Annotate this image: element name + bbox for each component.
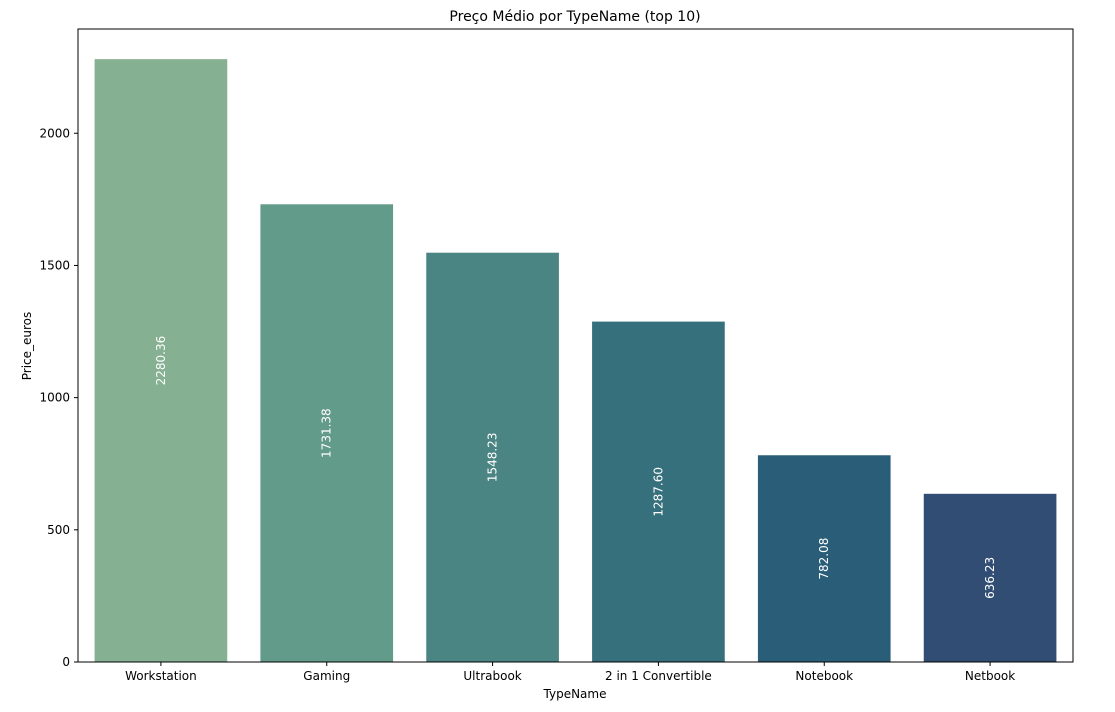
x-tick-label: 2 in 1 Convertible bbox=[605, 669, 712, 683]
bar-value-label: 1731.38 bbox=[320, 408, 334, 458]
bar-value-label: 782.08 bbox=[817, 538, 831, 580]
y-tick-label: 500 bbox=[47, 523, 70, 537]
bar bbox=[94, 59, 228, 663]
bar bbox=[757, 455, 891, 662]
x-tick-label: Ultrabook bbox=[463, 669, 521, 683]
y-tick-label: 0 bbox=[62, 655, 70, 669]
bar bbox=[260, 204, 394, 662]
bar bbox=[426, 252, 559, 663]
y-tick-label: 1000 bbox=[39, 391, 70, 405]
x-axis-label: TypeName bbox=[543, 687, 607, 701]
chart-title: Preço Médio por TypeName (top 10) bbox=[449, 9, 700, 25]
y-tick-label: 2000 bbox=[39, 126, 70, 140]
bar bbox=[923, 493, 1057, 662]
bar-value-label: 2280.36 bbox=[154, 336, 168, 386]
plot-frame bbox=[77, 28, 1074, 663]
bar-value-label: 636.23 bbox=[983, 557, 997, 599]
x-tick-label: Gaming bbox=[303, 669, 350, 683]
y-tick-label: 1500 bbox=[39, 258, 70, 272]
bar bbox=[592, 321, 725, 662]
y-axis-label: Price_euros bbox=[20, 312, 34, 381]
bar-value-label: 1287.60 bbox=[651, 467, 665, 517]
y-axis: 0 500 1000 1500 2000 bbox=[39, 126, 78, 669]
plot-area: 2280.36 1731.38 1548.23 1287.60 782.08 636.23 bbox=[94, 59, 1057, 663]
x-tick-label: Netbook bbox=[965, 669, 1015, 683]
x-axis: Workstation Gaming Ultrabook 2 in 1 Convert… bbox=[125, 662, 1015, 683]
bar-value-label: 1548.23 bbox=[486, 433, 500, 483]
x-tick-label: Notebook bbox=[795, 669, 853, 683]
x-tick-label: Workstation bbox=[125, 669, 197, 683]
